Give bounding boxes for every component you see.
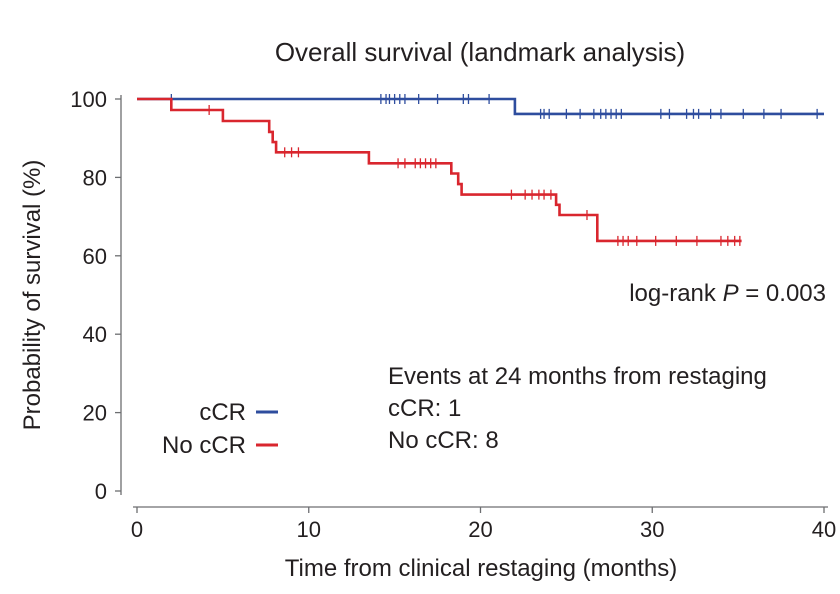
legend-label-ccr: cCR [199, 399, 246, 426]
x-tick-label: 40 [812, 517, 836, 542]
series-ccr [137, 94, 824, 119]
x-tick-label: 10 [297, 517, 321, 542]
p-value-annotation: log-rank P = 0.003 [629, 280, 826, 307]
p-value-prefix: log-rank [629, 280, 722, 307]
x-tick-label: 30 [640, 517, 664, 542]
legend: cCR No cCR [162, 399, 278, 459]
x-tick-label: 0 [131, 517, 143, 542]
series-no-ccr [137, 97, 742, 246]
y-tick-label: 0 [95, 479, 107, 504]
series-layer [137, 94, 824, 246]
y-tick-label: 40 [83, 322, 107, 347]
events-line-no-ccr: No cCR: 8 [388, 427, 499, 454]
y-tick-label: 20 [83, 401, 107, 426]
y-tick-label: 60 [83, 244, 107, 269]
y-axis-label: Probability of survival (%) [19, 160, 46, 431]
p-value-symbol: P [723, 280, 739, 307]
x-tick-label: 20 [468, 517, 492, 542]
legend-label-no-ccr: No cCR [162, 432, 246, 459]
p-value-suffix: = 0.003 [739, 280, 826, 307]
chart-title: Overall survival (landmark analysis) [275, 37, 685, 67]
survival-curve-no-ccr [137, 97, 742, 243]
y-tick-label: 100 [70, 87, 107, 112]
events-heading: Events at 24 months from restaging [388, 363, 767, 390]
axes: 0 20 40 60 80 100 0 10 20 30 40 [70, 87, 836, 542]
y-tick-label: 80 [83, 165, 107, 190]
x-axis-label: Time from clinical restaging (months) [285, 555, 678, 582]
events-line-ccr: cCR: 1 [388, 395, 461, 422]
